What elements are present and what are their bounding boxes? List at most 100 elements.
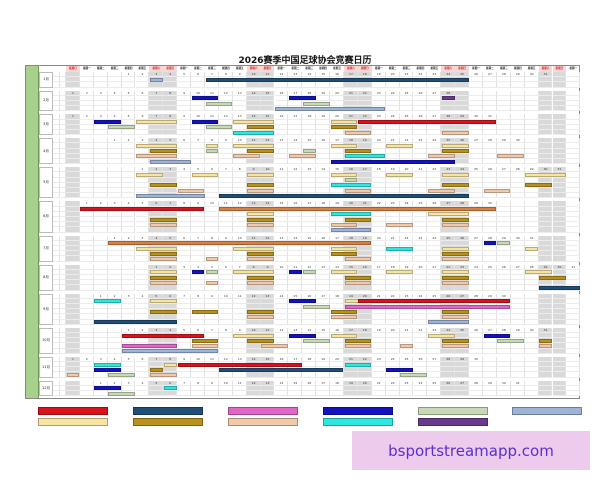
event-bar-green[interactable]	[400, 372, 427, 378]
event-bar-peach[interactable]	[247, 222, 274, 227]
event-bar-yellow[interactable]	[149, 299, 177, 304]
event-bar-peach[interactable]	[344, 130, 372, 135]
event-bar-peach[interactable]	[441, 343, 469, 349]
event-bar-peach[interactable]	[497, 154, 525, 159]
event-bar-cyan[interactable]	[233, 130, 274, 135]
event-bar-yellow[interactable]	[330, 143, 358, 149]
event-bar-yellow[interactable]	[330, 333, 358, 338]
event-bar-yellow[interactable]	[525, 270, 552, 275]
event-bar-gold[interactable]	[149, 275, 177, 280]
event-bar-blue[interactable]	[191, 96, 219, 101]
event-bar-peach[interactable]	[66, 372, 80, 378]
event-bar-peach[interactable]	[441, 280, 469, 285]
event-bar-peach[interactable]	[149, 280, 177, 285]
event-bar-gold[interactable]	[191, 338, 219, 343]
event-bar-yellow[interactable]	[136, 143, 177, 149]
event-bar-navy[interactable]	[94, 320, 177, 325]
event-bar-peach[interactable]	[261, 343, 288, 349]
event-bar-lightblue[interactable]	[136, 193, 205, 198]
event-bar-yellow[interactable]	[386, 270, 413, 275]
event-bar-red[interactable]	[358, 120, 497, 125]
event-bar-peach[interactable]	[233, 154, 261, 159]
event-bar-yellow[interactable]	[233, 143, 274, 149]
event-bar-yellow[interactable]	[136, 120, 177, 125]
event-bar-gold[interactable]	[149, 251, 177, 256]
event-bar-cyan[interactable]	[94, 362, 122, 367]
event-bar-gold[interactable]	[149, 309, 177, 314]
event-bar-yellow[interactable]	[205, 143, 219, 149]
event-bar-lightblue[interactable]	[149, 159, 191, 164]
event-bar-green[interactable]	[302, 304, 330, 309]
event-bar-yellow[interactable]	[441, 143, 469, 149]
event-bar-gold[interactable]	[441, 183, 469, 188]
event-bar-purple[interactable]	[441, 96, 455, 101]
event-bar-green[interactable]	[302, 149, 316, 154]
event-bar-yellow[interactable]	[191, 172, 219, 178]
event-bar-peach[interactable]	[400, 343, 413, 349]
event-bar-peach[interactable]	[441, 222, 469, 227]
event-bar-gold[interactable]	[441, 217, 469, 222]
event-bar-green[interactable]	[108, 125, 135, 130]
event-bar-navy[interactable]	[205, 77, 469, 82]
event-bar-peach[interactable]	[205, 280, 219, 285]
event-bar-yellow[interactable]	[441, 172, 469, 178]
event-bar-green[interactable]	[344, 178, 358, 183]
event-bar-yellow[interactable]	[136, 172, 163, 178]
event-bar-green[interactable]	[205, 149, 219, 154]
event-bar-blue[interactable]	[191, 270, 205, 275]
event-bar-gold[interactable]	[330, 309, 358, 314]
event-bar-gold[interactable]	[247, 183, 274, 188]
event-bar-green[interactable]	[497, 241, 511, 246]
event-bar-green[interactable]	[205, 270, 219, 275]
event-bar-yellow[interactable]	[427, 333, 455, 338]
event-bar-peach[interactable]	[330, 314, 358, 320]
event-bar-lightblue[interactable]	[427, 320, 469, 325]
event-bar-green[interactable]	[302, 338, 330, 343]
event-bar-yellow[interactable]	[386, 143, 413, 149]
event-bar-blue[interactable]	[94, 367, 122, 372]
event-bar-gold[interactable]	[149, 149, 177, 154]
event-bar-cyan[interactable]	[94, 299, 122, 304]
event-bar-yellow[interactable]	[163, 362, 177, 367]
event-bar-gold[interactable]	[344, 275, 372, 280]
event-bar-green[interactable]	[205, 125, 233, 130]
event-bar-red[interactable]	[177, 362, 302, 367]
event-bar-lightblue[interactable]	[122, 349, 219, 354]
event-bar-peach[interactable]	[344, 343, 372, 349]
event-bar-yellow[interactable]	[386, 172, 413, 178]
event-bar-peach[interactable]	[427, 154, 455, 159]
event-bar-yellow[interactable]	[233, 120, 274, 125]
event-bar-gold[interactable]	[441, 149, 469, 154]
event-bar-peach[interactable]	[149, 256, 177, 262]
event-bar-blue[interactable]	[483, 241, 497, 246]
event-bar-peach[interactable]	[427, 188, 455, 193]
event-bar-peach[interactable]	[247, 280, 274, 285]
event-bar-blue[interactable]	[288, 299, 316, 304]
event-bar-gold[interactable]	[441, 338, 469, 343]
event-bar-gold[interactable]	[149, 183, 177, 188]
event-bar-peach[interactable]	[247, 314, 274, 320]
event-bar-blue[interactable]	[191, 120, 219, 125]
event-bar-yellow[interactable]	[247, 212, 274, 217]
event-bar-cyan[interactable]	[386, 246, 413, 251]
event-bar-peach[interactable]	[344, 280, 372, 285]
event-bar-peach[interactable]	[539, 343, 552, 349]
event-bar-gold[interactable]	[330, 125, 358, 130]
event-bar-gold[interactable]	[247, 338, 274, 343]
event-bar-orange[interactable]	[219, 207, 497, 212]
event-bar-lightblue[interactable]	[330, 227, 372, 233]
event-bar-blue[interactable]	[288, 96, 316, 101]
event-bar-blue[interactable]	[94, 120, 122, 125]
event-bar-orange[interactable]	[108, 241, 372, 246]
event-bar-yellow[interactable]	[247, 172, 274, 178]
event-bar-gold[interactable]	[191, 309, 219, 314]
event-bar-blue[interactable]	[330, 159, 455, 164]
event-bar-yellow[interactable]	[233, 270, 274, 275]
event-bar-peach[interactable]	[205, 256, 219, 262]
event-bar-peach[interactable]	[288, 154, 316, 159]
event-bar-peach[interactable]	[441, 256, 469, 262]
event-bar-yellow[interactable]	[233, 246, 274, 251]
event-bar-peach[interactable]	[330, 222, 358, 227]
event-bar-blue[interactable]	[386, 367, 413, 372]
event-bar-navy[interactable]	[219, 367, 344, 372]
